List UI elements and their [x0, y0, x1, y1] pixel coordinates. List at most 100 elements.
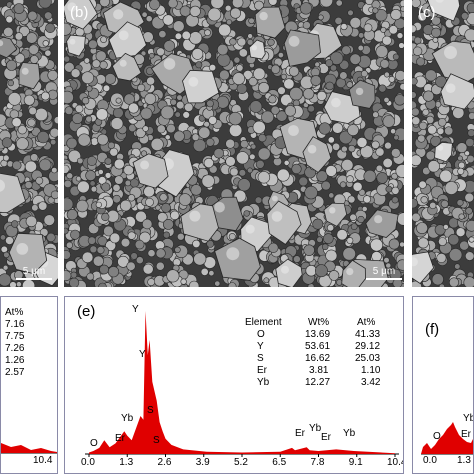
- particle: [456, 199, 464, 207]
- crystal-highlight: [444, 46, 457, 59]
- particle: [363, 169, 377, 183]
- particle: [316, 236, 323, 243]
- particle: [208, 115, 218, 125]
- particle: [64, 270, 72, 282]
- particle: [325, 81, 335, 91]
- particle: [447, 233, 460, 246]
- particle: [357, 44, 364, 52]
- particle: [457, 167, 465, 175]
- particle: [217, 53, 231, 67]
- particle: [380, 26, 387, 33]
- crystal: [0, 172, 27, 214]
- crystal-highlight: [189, 210, 201, 222]
- particle: [268, 242, 279, 253]
- particle: [335, 77, 347, 88]
- particle: [329, 51, 344, 65]
- particle: [9, 109, 19, 119]
- particle: [156, 124, 166, 134]
- crystal: [440, 73, 474, 110]
- particle: [51, 167, 58, 174]
- particle: [28, 44, 39, 55]
- crystal-highlight: [163, 58, 176, 70]
- particle: [101, 182, 111, 192]
- particle: [207, 7, 222, 22]
- particle: [388, 76, 396, 83]
- particle: [321, 243, 329, 251]
- particle: [328, 270, 340, 281]
- particle: [142, 125, 149, 132]
- particle: [217, 43, 229, 56]
- particle: [388, 25, 398, 35]
- particle: [468, 112, 474, 120]
- particle: [219, 69, 230, 81]
- particle: [268, 0, 278, 6]
- peak-label-yb-r: Yb: [309, 423, 322, 434]
- particle: [276, 168, 290, 182]
- particle: [159, 193, 168, 202]
- particle: [348, 144, 356, 153]
- cell-element: Yb: [257, 377, 270, 388]
- table-row: Yb 12.27 3.42: [245, 377, 395, 389]
- particle: [248, 76, 258, 87]
- particle: [432, 37, 439, 43]
- particle: [92, 255, 104, 267]
- particle: [170, 98, 177, 106]
- particle: [314, 61, 320, 68]
- particle: [28, 106, 37, 116]
- particle: [97, 236, 108, 247]
- at-value: 7.75: [5, 331, 25, 342]
- particle: [156, 47, 165, 57]
- particle: [42, 40, 49, 47]
- particle: [236, 151, 250, 165]
- particle: [167, 0, 178, 9]
- peak-label-s-mid: S: [147, 405, 154, 416]
- particle: [422, 108, 430, 116]
- crystal: [427, 0, 461, 22]
- particle: [86, 156, 97, 167]
- particle: [375, 45, 389, 58]
- x-tick-label: 3.9: [195, 457, 210, 468]
- x-tick-label: 5.2: [234, 457, 248, 468]
- crystal-highlight: [355, 87, 364, 96]
- sem-image-c: [412, 0, 474, 287]
- particle: [164, 134, 171, 141]
- particle: [277, 52, 284, 59]
- peak-label-o: O: [433, 431, 441, 442]
- crystal: [108, 21, 147, 59]
- particle: [426, 115, 435, 124]
- particle: [155, 204, 161, 211]
- cell-wt: 13.69: [305, 329, 331, 340]
- particle: [134, 239, 145, 250]
- particle: [176, 94, 183, 101]
- peak-label-yb: Yb: [121, 413, 134, 424]
- particle: [50, 139, 57, 146]
- particle: [427, 160, 440, 173]
- particle: [15, 137, 29, 151]
- particle: [346, 237, 354, 244]
- particle: [145, 197, 154, 207]
- particle: [329, 64, 337, 72]
- particle: [412, 91, 417, 99]
- particle: [465, 207, 473, 215]
- particle: [284, 105, 297, 117]
- particle: [213, 148, 225, 159]
- particle: [448, 248, 463, 262]
- particle: [267, 38, 275, 46]
- particle: [127, 194, 136, 202]
- particle: [358, 188, 366, 196]
- particle: [318, 122, 331, 135]
- crystal-highlight: [346, 268, 354, 276]
- particle: [372, 111, 379, 118]
- particle: [86, 272, 95, 281]
- particle: [89, 245, 98, 254]
- particle: [229, 123, 243, 137]
- particle: [229, 38, 237, 46]
- particle: [391, 196, 399, 204]
- particle: [249, 153, 256, 161]
- eds-spectrum-f: [421, 422, 473, 455]
- particle: [444, 181, 459, 195]
- particle: [89, 180, 96, 187]
- particle: [305, 265, 317, 277]
- particle: [174, 246, 181, 254]
- particle: [376, 172, 389, 184]
